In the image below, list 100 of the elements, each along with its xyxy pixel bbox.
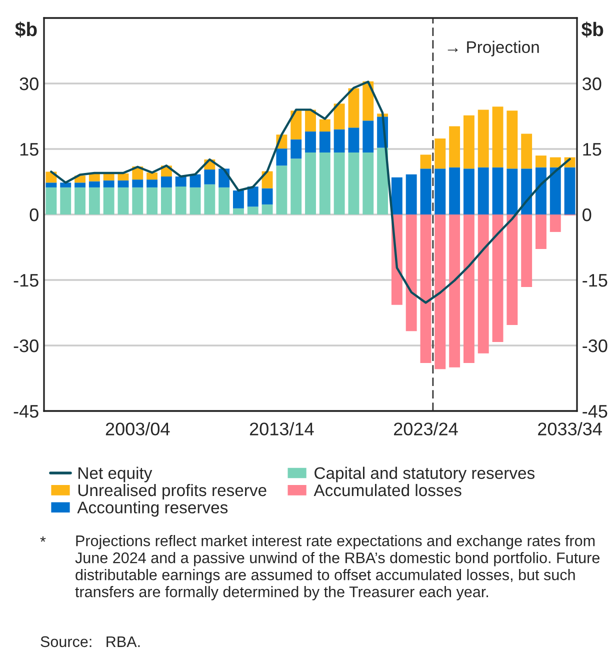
bar xyxy=(478,167,489,214)
bar xyxy=(449,126,460,168)
bar xyxy=(204,170,216,184)
bar xyxy=(506,110,518,169)
y-axis-title: $b xyxy=(15,22,37,38)
bar xyxy=(247,206,258,214)
y2-tick-label: -45 xyxy=(582,405,608,418)
bar xyxy=(348,152,360,214)
bar xyxy=(434,168,446,214)
bar xyxy=(46,187,57,214)
bar xyxy=(160,187,172,214)
y2-tick-label: 30 xyxy=(582,77,602,90)
y-tick-label: -15 xyxy=(14,274,38,287)
bar xyxy=(348,128,360,152)
bar xyxy=(536,156,546,168)
bar xyxy=(175,186,186,214)
text: Projections reflect market interest rate expectations and exchange rates from June 2024 and a passive unwind of the RBA’s domestic bond portfolio. Future distributable earnings are assumed to offset accumulated losses, but such transfers are formally determined by the Treasurer each year. xyxy=(75,535,600,600)
bar xyxy=(348,88,360,128)
bar xyxy=(46,182,57,188)
y-tick-label: 15 xyxy=(20,143,38,156)
bar xyxy=(492,106,504,168)
bar xyxy=(319,132,330,152)
bar xyxy=(262,204,273,214)
bar xyxy=(190,187,201,214)
bar xyxy=(521,168,532,214)
source-note: Source: RBA. xyxy=(40,636,140,648)
bar xyxy=(60,187,72,214)
legend-label: Net equity xyxy=(78,466,152,482)
ref-line-label: → Projection xyxy=(448,40,539,56)
y-tick-label: -30 xyxy=(14,339,38,352)
bar xyxy=(420,154,432,169)
bar xyxy=(420,214,432,363)
bar xyxy=(118,187,129,214)
bar xyxy=(506,214,518,325)
bar xyxy=(146,172,158,180)
y-tick-label: 0 xyxy=(30,208,38,222)
bar xyxy=(550,167,561,214)
bar xyxy=(305,152,316,214)
bar xyxy=(132,180,144,188)
bar xyxy=(492,167,504,214)
text: * xyxy=(40,536,46,542)
bar xyxy=(536,214,546,249)
legend-label: Accumulated losses xyxy=(314,484,462,496)
y-tick-label: -45 xyxy=(14,405,38,418)
y2-tick-label: -15 xyxy=(582,274,608,287)
x-tick-label: 2023/24 xyxy=(394,422,458,436)
bar xyxy=(406,214,417,332)
y2-tick-label: 0 xyxy=(582,208,592,222)
bar xyxy=(334,152,345,214)
bar xyxy=(377,148,388,214)
bar xyxy=(262,171,273,188)
bar xyxy=(449,167,460,214)
bar xyxy=(146,187,158,214)
bar xyxy=(103,187,114,214)
bar xyxy=(262,188,273,204)
bar xyxy=(334,129,345,152)
bar xyxy=(175,176,186,187)
bar xyxy=(521,214,532,287)
bar xyxy=(319,152,330,214)
bar xyxy=(463,214,474,363)
bar xyxy=(536,167,546,214)
bar xyxy=(362,120,374,152)
y2-tick-label: -30 xyxy=(582,339,608,352)
bar xyxy=(564,167,576,214)
y2-axis-title: $b xyxy=(582,22,604,38)
bar xyxy=(60,182,72,188)
bar xyxy=(233,190,244,208)
bar xyxy=(204,184,216,214)
bar xyxy=(305,110,316,132)
bar xyxy=(362,81,374,121)
bar xyxy=(492,214,504,342)
bar xyxy=(132,187,144,214)
bar xyxy=(305,132,316,152)
legend-label: Capital and statutory reserves xyxy=(314,466,535,482)
bar xyxy=(74,187,86,214)
bar xyxy=(406,174,417,214)
bar xyxy=(118,180,129,188)
x-tick-label: 2033/34 xyxy=(538,422,602,436)
bar xyxy=(74,182,86,188)
bar xyxy=(391,177,402,214)
bar xyxy=(463,168,474,214)
line-series xyxy=(50,80,571,304)
bar xyxy=(550,214,561,232)
bar xyxy=(290,110,302,140)
bar xyxy=(434,214,446,370)
bar xyxy=(362,152,374,214)
bar xyxy=(319,119,330,132)
bar xyxy=(478,214,489,354)
bar xyxy=(434,138,446,169)
bar xyxy=(334,104,345,130)
bar xyxy=(290,139,302,159)
bar xyxy=(521,134,532,169)
bar xyxy=(118,173,129,180)
bar xyxy=(276,166,288,214)
bar xyxy=(463,115,474,169)
bar xyxy=(478,110,489,168)
bar xyxy=(233,208,244,214)
bar xyxy=(247,186,258,207)
bar xyxy=(190,174,201,188)
y-tick-label: 30 xyxy=(20,77,38,90)
